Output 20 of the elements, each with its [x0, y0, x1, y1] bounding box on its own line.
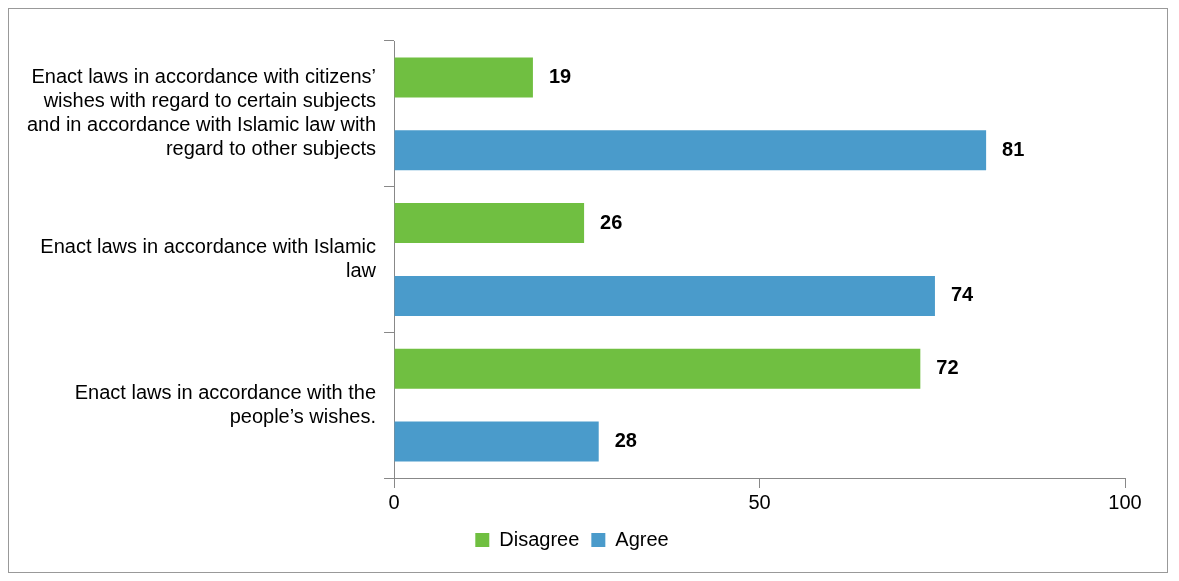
data-label: 26 [600, 210, 623, 233]
legend-label: Agree [615, 527, 669, 550]
y-tick-label: Enact laws in accordance with Islamic law [40, 235, 377, 282]
bar [394, 275, 935, 316]
y-tick-label: Enact laws in accordance with citizens’ wishes with regard to certain subjects and in accordance with Islamic law with regard to other subjects [27, 65, 377, 160]
bar [394, 203, 585, 244]
bar [394, 57, 533, 98]
bar [394, 130, 987, 171]
y-tick-label: Enact laws in accordance with the people’s wishes. [74, 380, 377, 427]
x-tick-label: 100 [1108, 490, 1142, 513]
data-label: 81 [1002, 137, 1025, 160]
legend-label: Disagree [499, 527, 580, 550]
x-tick-label: 0 [388, 490, 400, 513]
data-label: 28 [614, 429, 637, 452]
bar [394, 348, 921, 389]
data-label: 72 [936, 356, 959, 379]
data-label: 19 [548, 64, 572, 87]
x-tick-label: 50 [748, 490, 771, 513]
data-label: 74 [950, 283, 975, 306]
bar [394, 421, 599, 462]
